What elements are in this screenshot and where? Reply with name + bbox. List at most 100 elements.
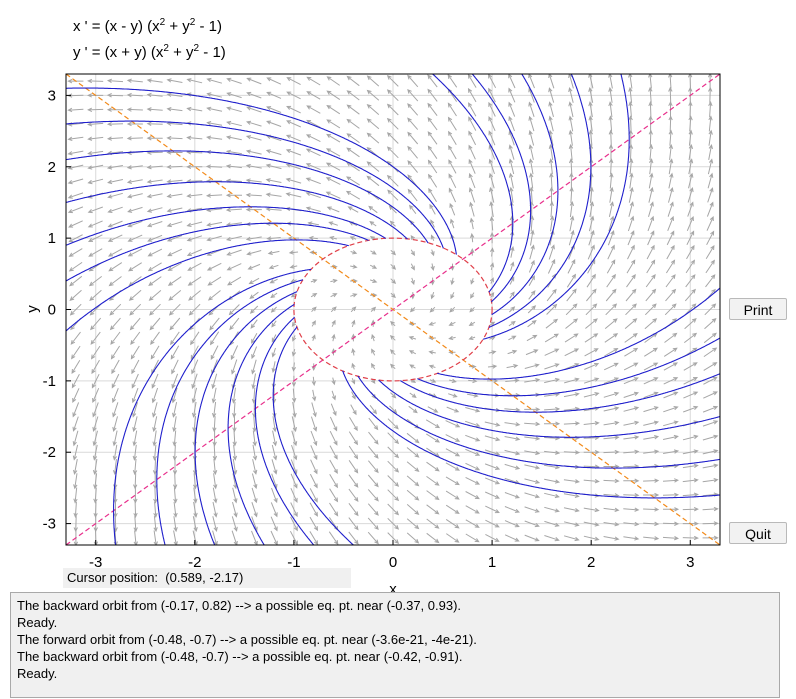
field-arrow xyxy=(232,473,238,490)
field-arrow xyxy=(524,478,541,484)
field-arrow xyxy=(470,232,475,243)
field-arrow xyxy=(430,219,435,228)
field-arrow xyxy=(708,129,713,146)
field-arrow xyxy=(626,259,636,274)
field-arrow xyxy=(643,478,660,483)
field-arrow xyxy=(367,474,379,488)
field-arrow xyxy=(623,391,639,398)
field-arrow xyxy=(704,303,717,316)
field-arrow xyxy=(232,459,238,476)
field-arrow xyxy=(266,120,282,127)
field-arrow xyxy=(348,460,359,474)
field-arrow xyxy=(288,250,299,255)
field-arrow xyxy=(306,105,321,114)
field-arrow xyxy=(290,487,298,503)
field-arrow xyxy=(508,320,516,327)
field-arrow xyxy=(469,201,475,217)
field-arrow xyxy=(87,164,104,170)
field-arrow xyxy=(386,132,399,144)
field-arrow xyxy=(425,419,441,429)
field-arrow xyxy=(426,532,440,544)
field-arrow xyxy=(325,148,341,157)
field-arrow xyxy=(544,520,560,527)
field-arrow xyxy=(147,221,163,228)
field-arrow xyxy=(348,517,359,531)
field-arrow xyxy=(270,516,278,532)
field-arrow xyxy=(406,432,420,444)
field-arrow xyxy=(309,488,318,503)
field-arrow xyxy=(683,362,698,371)
field-arrow xyxy=(569,200,575,218)
field-arrow xyxy=(112,430,118,447)
quit-button[interactable]: Quit xyxy=(729,522,787,544)
field-arrow xyxy=(708,143,713,160)
field-arrow xyxy=(351,391,356,400)
field-arrow xyxy=(265,149,282,156)
field-arrow xyxy=(310,459,318,475)
field-arrow xyxy=(647,230,655,246)
field-arrow xyxy=(623,377,639,385)
field-arrow xyxy=(167,276,182,286)
field-arrow xyxy=(608,86,613,103)
field-arrow xyxy=(326,104,341,115)
field-arrow xyxy=(147,262,162,272)
print-button[interactable]: Print xyxy=(729,298,787,320)
field-arrow xyxy=(643,362,659,371)
field-arrow xyxy=(325,191,341,199)
field-arrow xyxy=(427,173,438,188)
field-arrow xyxy=(347,206,359,213)
field-arrow xyxy=(368,460,379,474)
field-arrow xyxy=(146,207,163,213)
field-arrow xyxy=(548,115,554,132)
field-arrow xyxy=(271,487,278,504)
field-arrow xyxy=(702,405,719,413)
field-arrow xyxy=(529,215,535,232)
log-line: Ready. xyxy=(17,666,58,681)
field-arrow xyxy=(528,290,536,300)
field-arrow xyxy=(663,391,679,399)
field-arrow xyxy=(688,115,693,132)
field-arrow xyxy=(643,406,659,413)
field-arrow xyxy=(71,373,80,389)
field-arrow xyxy=(232,401,237,419)
phase-plane-plot[interactable]: -3 -2 -1 0 1 2 3 -3 -2 -1 0 1 2 3 x y xyxy=(0,0,796,600)
field-arrow xyxy=(132,458,138,476)
field-arrow xyxy=(688,101,693,118)
field-arrow xyxy=(192,416,197,433)
field-arrow xyxy=(648,74,653,89)
field-arrow xyxy=(87,150,104,156)
field-arrow xyxy=(465,519,480,528)
field-arrow xyxy=(93,501,98,518)
field-arrow xyxy=(326,76,340,86)
field-arrow xyxy=(311,376,316,387)
orbit-curve xyxy=(66,120,444,249)
x-equation: x ' = (x - y) (x2 + y2 - 1) xyxy=(73,17,223,36)
field-arrow xyxy=(106,107,123,112)
field-arrow xyxy=(193,487,198,504)
field-arrow xyxy=(252,416,257,433)
field-arrow xyxy=(467,87,477,103)
field-arrow xyxy=(91,373,100,389)
field-arrow xyxy=(684,318,697,330)
field-arrow xyxy=(386,89,399,102)
field-arrow xyxy=(644,318,658,330)
field-arrow xyxy=(351,378,356,385)
field-arrow xyxy=(107,220,123,228)
y-tick-label: 0 xyxy=(48,302,56,319)
field-arrow xyxy=(568,86,574,103)
field-arrow xyxy=(662,521,680,526)
field-arrow xyxy=(166,78,183,83)
field-arrow xyxy=(133,487,138,504)
field-arrow xyxy=(407,145,418,159)
field-arrow xyxy=(225,135,242,141)
field-arrow xyxy=(389,220,396,227)
field-arrow xyxy=(271,347,276,358)
field-arrow xyxy=(646,244,655,260)
field-arrow xyxy=(544,377,561,384)
field-arrow xyxy=(546,303,558,315)
field-arrow xyxy=(648,143,654,161)
field-arrow xyxy=(628,201,634,217)
field-arrow xyxy=(286,105,301,114)
field-arrow xyxy=(407,188,418,202)
field-arrow xyxy=(166,221,183,228)
